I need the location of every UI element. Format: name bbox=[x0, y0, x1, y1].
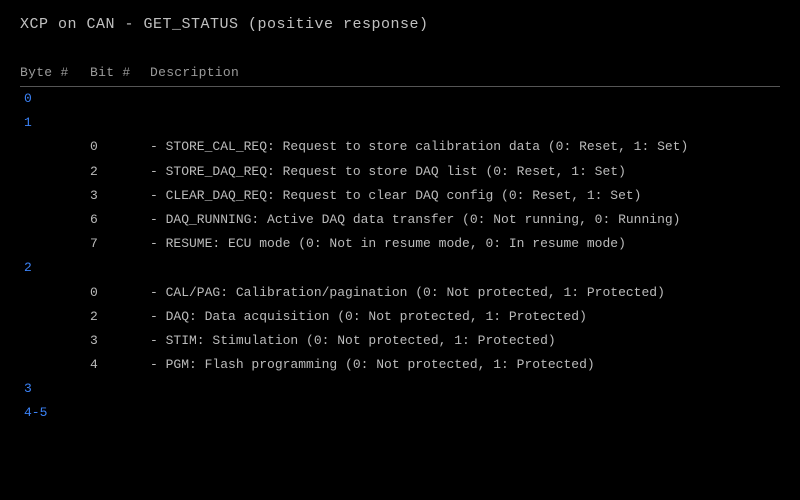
bit-cell: 0 bbox=[90, 135, 150, 159]
byte-cell: 4-5 bbox=[20, 401, 90, 425]
bit-cell bbox=[90, 256, 150, 280]
bit-cell: 4 bbox=[90, 353, 150, 377]
bit-cell: 7 bbox=[90, 232, 150, 256]
header-byte: Byte # bbox=[20, 61, 90, 87]
status-table: Byte # Bit # Description 010- STORE_CAL_… bbox=[20, 61, 780, 426]
table-row: 7- RESUME: ECU mode (0: Not in resume mo… bbox=[20, 232, 780, 256]
byte-cell bbox=[20, 281, 90, 305]
desc-cell bbox=[150, 111, 780, 135]
byte-cell bbox=[20, 160, 90, 184]
table-row: 2 bbox=[20, 256, 780, 280]
byte-cell bbox=[20, 232, 90, 256]
table-row: 1 bbox=[20, 111, 780, 135]
desc-cell: - CLEAR_DAQ_REQ: Request to clear DAQ co… bbox=[150, 184, 780, 208]
desc-cell: - PGM: Flash programming (0: Not protect… bbox=[150, 353, 780, 377]
bit-cell: 3 bbox=[90, 184, 150, 208]
bit-cell bbox=[90, 87, 150, 112]
byte-cell: 2 bbox=[20, 256, 90, 280]
bit-cell: 0 bbox=[90, 281, 150, 305]
byte-cell bbox=[20, 208, 90, 232]
table-row: 4- PGM: Flash programming (0: Not protec… bbox=[20, 353, 780, 377]
table-row: 4-5 bbox=[20, 401, 780, 425]
desc-cell: - DAQ: Data acquisition (0: Not protecte… bbox=[150, 305, 780, 329]
desc-cell: - RESUME: ECU mode (0: Not in resume mod… bbox=[150, 232, 780, 256]
table-row: 2- STORE_DAQ_REQ: Request to store DAQ l… bbox=[20, 160, 780, 184]
desc-cell: - STIM: Stimulation (0: Not protected, 1… bbox=[150, 329, 780, 353]
bit-cell: 6 bbox=[90, 208, 150, 232]
table-row: 3 bbox=[20, 377, 780, 401]
byte-cell bbox=[20, 353, 90, 377]
byte-cell bbox=[20, 184, 90, 208]
page-title: XCP on CAN - GET_STATUS (positive respon… bbox=[20, 16, 780, 33]
table-row: 0 bbox=[20, 87, 780, 112]
table-row: 3- STIM: Stimulation (0: Not protected, … bbox=[20, 329, 780, 353]
bit-cell bbox=[90, 377, 150, 401]
desc-cell bbox=[150, 87, 780, 112]
header-bit: Bit # bbox=[90, 61, 150, 87]
table-row: 2- DAQ: Data acquisition (0: Not protect… bbox=[20, 305, 780, 329]
table-header-row: Byte # Bit # Description bbox=[20, 61, 780, 87]
desc-cell: - DAQ_RUNNING: Active DAQ data transfer … bbox=[150, 208, 780, 232]
table-body: 010- STORE_CAL_REQ: Request to store cal… bbox=[20, 87, 780, 426]
header-desc: Description bbox=[150, 61, 780, 87]
desc-cell bbox=[150, 377, 780, 401]
desc-cell bbox=[150, 256, 780, 280]
byte-cell bbox=[20, 329, 90, 353]
desc-cell: - STORE_CAL_REQ: Request to store calibr… bbox=[150, 135, 780, 159]
desc-cell: - CAL/PAG: Calibration/pagination (0: No… bbox=[150, 281, 780, 305]
table-row: 6- DAQ_RUNNING: Active DAQ data transfer… bbox=[20, 208, 780, 232]
bit-cell bbox=[90, 111, 150, 135]
table-row: 0- STORE_CAL_REQ: Request to store calib… bbox=[20, 135, 780, 159]
byte-cell: 1 bbox=[20, 111, 90, 135]
byte-cell: 3 bbox=[20, 377, 90, 401]
bit-cell bbox=[90, 401, 150, 425]
byte-cell bbox=[20, 305, 90, 329]
bit-cell: 2 bbox=[90, 160, 150, 184]
byte-cell bbox=[20, 135, 90, 159]
byte-cell: 0 bbox=[20, 87, 90, 112]
table-row: 3- CLEAR_DAQ_REQ: Request to clear DAQ c… bbox=[20, 184, 780, 208]
desc-cell bbox=[150, 401, 780, 425]
bit-cell: 2 bbox=[90, 305, 150, 329]
bit-cell: 3 bbox=[90, 329, 150, 353]
table-row: 0- CAL/PAG: Calibration/pagination (0: N… bbox=[20, 281, 780, 305]
desc-cell: - STORE_DAQ_REQ: Request to store DAQ li… bbox=[150, 160, 780, 184]
